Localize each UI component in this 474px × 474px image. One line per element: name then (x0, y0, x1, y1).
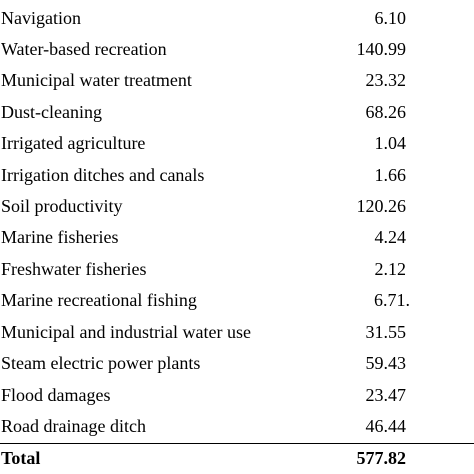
row-label: Freshwater fisheries (1, 259, 147, 279)
row-label: Soil productivity (1, 196, 123, 216)
table-row: Freshwater fisheries 2.12 (0, 254, 474, 285)
row-label: Marine recreational fishing (1, 290, 197, 310)
row-label: Irrigation ditches and canals (1, 165, 205, 185)
row-label: Marine fisheries (1, 227, 119, 247)
total-value: 577.82 (356, 448, 407, 468)
table-row: Irrigated agriculture 1.04 (0, 128, 474, 159)
table-row: Navigation 6.10 (0, 3, 474, 34)
row-value: 4.24 (374, 227, 407, 247)
table-row: Water-based recreation 140.99 (0, 34, 474, 65)
table-row: Municipal and industrial water use 31.55 (0, 317, 474, 348)
row-label: Dust-cleaning (1, 102, 102, 122)
table-row: Road drainage ditch 46.44 (0, 411, 474, 442)
row-label: Irrigated agriculture (1, 133, 146, 153)
row-label: Road drainage ditch (1, 416, 146, 436)
row-value: 68.26 (365, 102, 407, 122)
table-row: Steam electric power plants 59.43 (0, 348, 474, 379)
row-value: 140.99 (356, 39, 407, 59)
row-value: 46.44 (365, 416, 407, 436)
total-label: Total (1, 448, 41, 468)
row-value: 1.04 (374, 133, 407, 153)
row-label: Water-based recreation (1, 39, 167, 59)
row-label: Steam electric power plants (1, 353, 201, 373)
row-value: 23.32 (365, 70, 407, 90)
table-row: Flood damages 23.47 (0, 380, 474, 411)
table-row: Municipal water treatment 23.32 (0, 65, 474, 96)
row-label: Municipal water treatment (1, 70, 192, 90)
table-row: Dust-cleaning 68.26 (0, 97, 474, 128)
row-label: Flood damages (1, 385, 111, 405)
table-row: Irrigation ditches and canals 1.66 (0, 160, 474, 191)
total-row: Total 577.82 (0, 443, 474, 474)
row-value: 6.71. (374, 290, 410, 310)
row-value: 120.26 (356, 196, 407, 216)
row-label: Navigation (1, 8, 81, 28)
table-row: Soil productivity 120.26 (0, 191, 474, 222)
row-value: 23.47 (365, 385, 407, 405)
table-row: Marine fisheries 4.24 (0, 222, 474, 253)
row-value: 59.43 (365, 353, 407, 373)
row-label: Municipal and industrial water use (1, 322, 251, 342)
total-divider (0, 443, 474, 444)
table-row: Marine recreational fishing 6.71. (0, 285, 474, 316)
row-value: 2.12 (374, 259, 407, 279)
row-value: 31.55 (365, 322, 407, 342)
row-value: 6.10 (374, 8, 407, 28)
row-value: 1.66 (374, 165, 407, 185)
